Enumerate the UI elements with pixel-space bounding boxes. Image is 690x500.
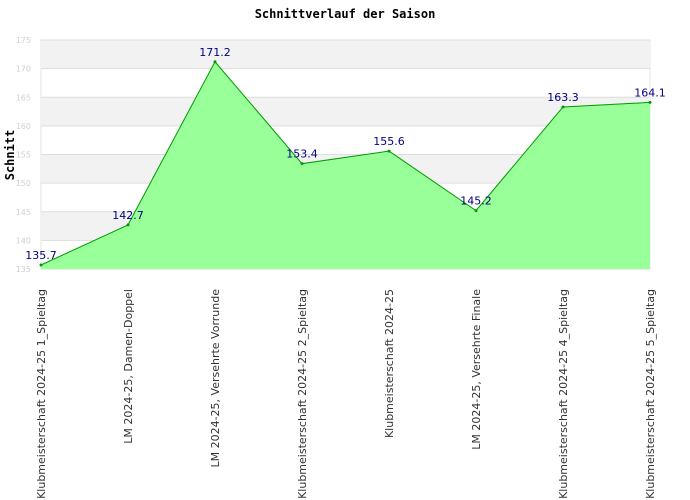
data-label: 135.7: [25, 249, 57, 262]
y-tick-label: 160: [16, 122, 31, 131]
grid-band: [41, 40, 650, 69]
x-tick-label: LM 2024-25, Versehrte Finale: [470, 289, 483, 450]
data-point: [561, 105, 565, 109]
x-tick-label: Klubmeisterschaft 2024-25: [383, 289, 396, 438]
y-tick-label: 135: [16, 265, 31, 274]
chart-title: Schnittverlauf der Saison: [255, 7, 436, 21]
data-label: 153.4: [286, 148, 318, 161]
data-point: [648, 100, 652, 104]
y-tick-label: 140: [16, 236, 31, 245]
series-area: [41, 61, 650, 269]
data-label: 155.6: [373, 135, 405, 148]
y-tick-label: 175: [16, 36, 31, 45]
y-tick-label: 145: [16, 208, 31, 217]
data-point: [300, 162, 304, 166]
y-tick-label: 150: [16, 179, 31, 188]
y-tick-label: 170: [16, 65, 31, 74]
x-tick-label: Klubmeisterschaft 2024-25 5_Spieltag: [644, 289, 657, 499]
x-tick-label: Klubmeisterschaft 2024-25 1_Spieltag: [35, 289, 48, 499]
x-tick-label: LM 2024-25, Damen-Doppel: [122, 289, 135, 444]
data-label: 163.3: [547, 91, 579, 104]
x-tick-label: LM 2024-25, Versehrte Vorrunde: [209, 289, 222, 468]
y-tick-label: 155: [16, 151, 31, 160]
data-point: [126, 223, 130, 227]
data-label: 145.2: [460, 195, 492, 208]
data-label: 142.7: [112, 209, 144, 222]
grid-band: [41, 97, 650, 126]
x-tick-label: Klubmeisterschaft 2024-25 4_Spieltag: [557, 289, 570, 499]
data-point: [474, 209, 478, 213]
series-line: [40, 60, 651, 266]
data-point: [213, 60, 217, 64]
data-label: 164.1: [634, 86, 666, 99]
x-tick-label: Klubmeisterschaft 2024-25 2_Spieltag: [296, 289, 309, 499]
data-point: [387, 149, 391, 153]
data-label: 171.2: [199, 46, 231, 59]
y-tick-label: 165: [16, 93, 31, 102]
data-point: [39, 263, 43, 267]
y-axis-label: Schnitt: [3, 130, 17, 181]
